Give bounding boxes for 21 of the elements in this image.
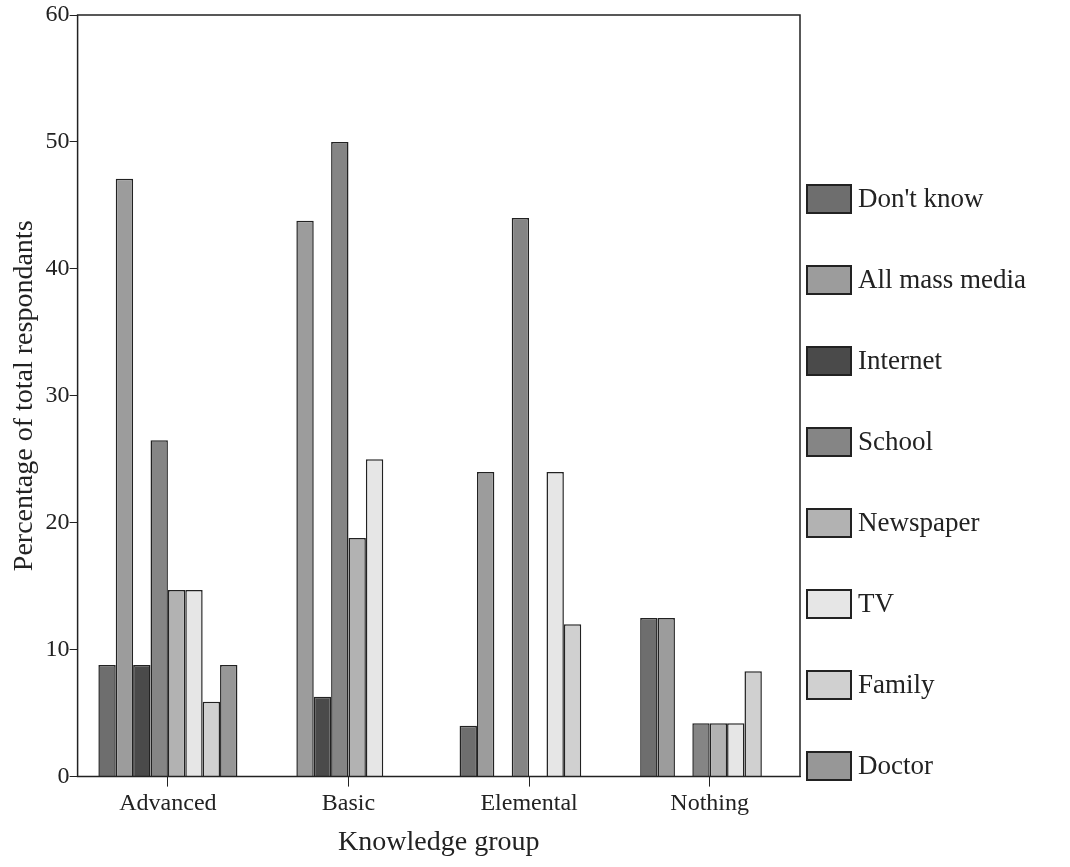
legend-label: School — [858, 426, 934, 457]
legend-label: Internet — [858, 345, 942, 376]
legend-label: Family — [858, 669, 935, 700]
legend-label: Newspaper — [858, 507, 980, 538]
x-tick-label: Basic — [321, 789, 376, 816]
y-tick-label: 10 — [45, 634, 70, 661]
legend-label: Doctor — [858, 750, 933, 781]
y-axis-title: Percentage of total respondants — [7, 220, 39, 572]
x-tick-label: Elemental — [480, 789, 579, 816]
legend-label: TV — [858, 588, 894, 619]
legend-label: Don't know — [858, 183, 984, 214]
y-tick-label: 50 — [45, 127, 70, 154]
y-tick-label: 40 — [45, 254, 70, 281]
x-tick-label: Advanced — [119, 789, 217, 816]
x-tick-label: Nothing — [670, 789, 750, 816]
legend-label: All mass media — [858, 264, 1026, 295]
y-tick-label: 60 — [45, 0, 70, 27]
x-axis-title: Knowledge group — [338, 824, 540, 856]
y-tick-label: 20 — [45, 508, 70, 535]
y-tick-label: 30 — [45, 381, 70, 408]
y-tick-label: 0 — [57, 761, 70, 788]
